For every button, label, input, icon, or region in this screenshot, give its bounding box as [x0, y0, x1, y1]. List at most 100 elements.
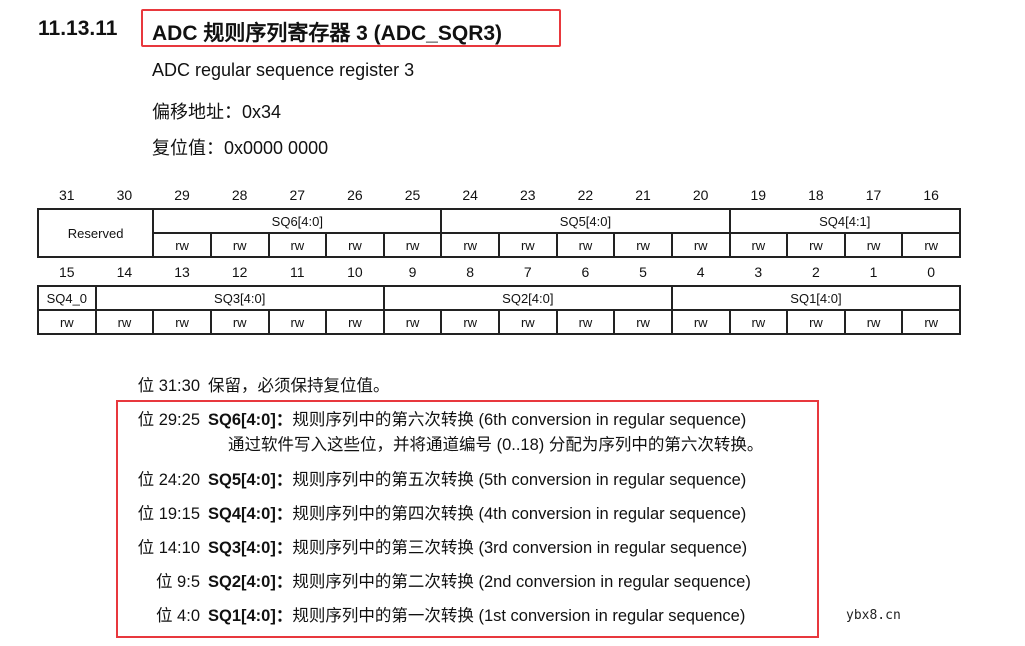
description-highlight-box	[116, 400, 819, 638]
bit-number: 19	[750, 187, 767, 203]
bit-number: 4	[696, 264, 705, 280]
description-text: 规则序列中的第五次转换 (5th conversion in regular s…	[292, 471, 747, 489]
bit-number: 10	[347, 264, 363, 280]
bit-number: 13	[174, 264, 190, 280]
field-name: SQ2[4:0]：	[208, 573, 293, 591]
register-field: SQ4_0	[37, 285, 97, 311]
access-type: rw	[498, 232, 558, 258]
access-type: rw	[440, 309, 500, 335]
access-type: rw	[94, 309, 155, 335]
access-type: rw	[613, 309, 673, 335]
register-map-upper: 31 30 29 28 27 26 25 24 23 22 21 20 19 18 17 16 Reserved…	[36, 182, 961, 258]
description-text: 规则序列中的第六次转换 (6th conversion in regular s…	[292, 411, 747, 429]
bit-number: 16	[923, 187, 939, 203]
field-name: SQ1[4:0]：	[208, 607, 293, 625]
bit-number: 7	[523, 264, 532, 280]
bit-number: 18	[808, 187, 824, 203]
bit-range: 位 4:0	[155, 607, 200, 625]
bit-range: 位 9:5	[155, 573, 200, 591]
access-type: rw	[152, 232, 212, 258]
bit-number: 23	[520, 187, 536, 203]
bit-number: 29	[174, 187, 190, 203]
bit-description: 位 19:15 SQ4[4:0]：规则序列中的第四次转换 (4th convers…	[120, 500, 747, 524]
bit-range: 位 19:15	[137, 505, 200, 523]
bit-description: 位 31:30 保留，必须保持复位值。	[120, 372, 390, 396]
register-field: SQ6[4:0]	[152, 208, 443, 234]
access-type: rw	[728, 309, 789, 335]
offset-address: 偏移地址：0x34	[152, 102, 282, 122]
access-type: rw	[37, 309, 97, 335]
bit-number: 1	[869, 264, 878, 280]
bit-description: 位 4:0 SQ1[4:0]：规则序列中的第一次转换 (1st conversio…	[120, 602, 745, 626]
register-map-lower: 15 14 13 12 11 10 9 8 7 6 5 4 3 2 1 0 SQ4_0 SQ3[4:0] SQ2[4…	[37, 259, 962, 335]
bit-number: 28	[231, 187, 248, 203]
bit-number: 24	[462, 187, 478, 203]
register-field: SQ1[4:0]	[670, 285, 962, 311]
bit-description: 位 24:20 SQ5[4:0]：规则序列中的第五次转换 (5th convers…	[120, 466, 747, 490]
field-name: SQ5[4:0]：	[208, 471, 293, 489]
bit-number: 27	[289, 187, 306, 203]
bit-number: 25	[404, 187, 421, 203]
register-subtitle: ADC regular sequence register 3	[152, 60, 415, 80]
access-type: rw	[382, 232, 443, 258]
section-title: ADC 规则序列寄存器 3 (ADC_SQR3)	[152, 22, 503, 45]
description-text: 规则序列中的第一次转换 (1st conversion in regular s…	[292, 607, 746, 625]
bit-number: 31	[59, 187, 75, 203]
access-type: rw	[901, 309, 961, 335]
bit-number: 12	[231, 264, 248, 280]
section-number: 11.13.11	[38, 17, 118, 40]
bit-number: 9	[408, 264, 417, 280]
bit-number: 11	[290, 264, 305, 280]
field-name: SQ3[4:0]：	[208, 539, 293, 557]
access-type: rw	[498, 309, 558, 335]
access-type: rw	[209, 232, 270, 258]
access-type: rw	[843, 232, 904, 258]
bit-number: 21	[635, 187, 651, 203]
access-type: rw	[325, 232, 385, 258]
access-type: rw	[555, 232, 616, 258]
bit-number: 15	[59, 264, 75, 280]
access-type: rw	[670, 309, 731, 335]
register-field: SQ3[4:0]	[94, 285, 385, 311]
bit-number: 30	[116, 187, 133, 203]
access-type: rw	[555, 309, 616, 335]
bit-number: 6	[581, 264, 590, 280]
bit-description: 位 14:10 SQ3[4:0]：规则序列中的第三次转换 (3rd convers…	[120, 534, 748, 558]
reset-value: 复位值：0x0000 0000	[152, 138, 329, 158]
bit-description: 位 9:5 SQ2[4:0]：规则序列中的第二次转换 (2nd conversio…	[120, 568, 751, 592]
access-type: rw	[786, 232, 846, 258]
register-field: Reserved	[36, 208, 155, 258]
access-type: rw	[209, 309, 270, 335]
bit-number: 0	[927, 264, 936, 280]
bit-number: 14	[116, 264, 133, 280]
description-text: 保留，必须保持复位值。	[208, 377, 390, 395]
bit-number: 5	[639, 264, 647, 280]
title-highlight-box	[141, 9, 561, 47]
bit-range: 位 29:25	[137, 411, 200, 429]
register-field: SQ5[4:0]	[440, 208, 731, 234]
access-type: rw	[786, 309, 846, 335]
field-name: SQ6[4:0]：	[208, 411, 293, 429]
watermark: ybx8.cn	[846, 608, 901, 623]
access-type: rw	[267, 309, 328, 335]
access-type: rw	[152, 309, 212, 335]
register-field: SQ2[4:0]	[382, 285, 673, 311]
access-type: rw	[901, 232, 961, 258]
field-name: SQ4[4:0]：	[208, 505, 293, 523]
access-type: rw	[613, 232, 673, 258]
bit-number: 2	[812, 264, 820, 280]
description-text: 规则序列中的第二次转换 (2nd conversion in regular s…	[292, 573, 751, 591]
description-extra: 通过软件写入这些位，并将通道编号 (0..18) 分配为序列中的第六次转换。	[228, 436, 764, 454]
access-type: rw	[267, 232, 328, 258]
access-type: rw	[843, 309, 904, 335]
bit-number: 26	[347, 187, 363, 203]
bit-range: 位 14:10	[137, 539, 200, 557]
bit-range: 位 31:30	[137, 377, 200, 395]
register-field: SQ4[4:1]	[728, 208, 961, 234]
access-type: rw	[670, 232, 731, 258]
bit-number: 3	[754, 264, 763, 280]
bit-number: 8	[466, 264, 475, 280]
bit-number: 22	[577, 187, 594, 203]
bit-number: 20	[692, 187, 709, 203]
bit-description: 位 29:25 SQ6[4:0]：规则序列中的第六次转换 (6th convers…	[120, 406, 747, 430]
